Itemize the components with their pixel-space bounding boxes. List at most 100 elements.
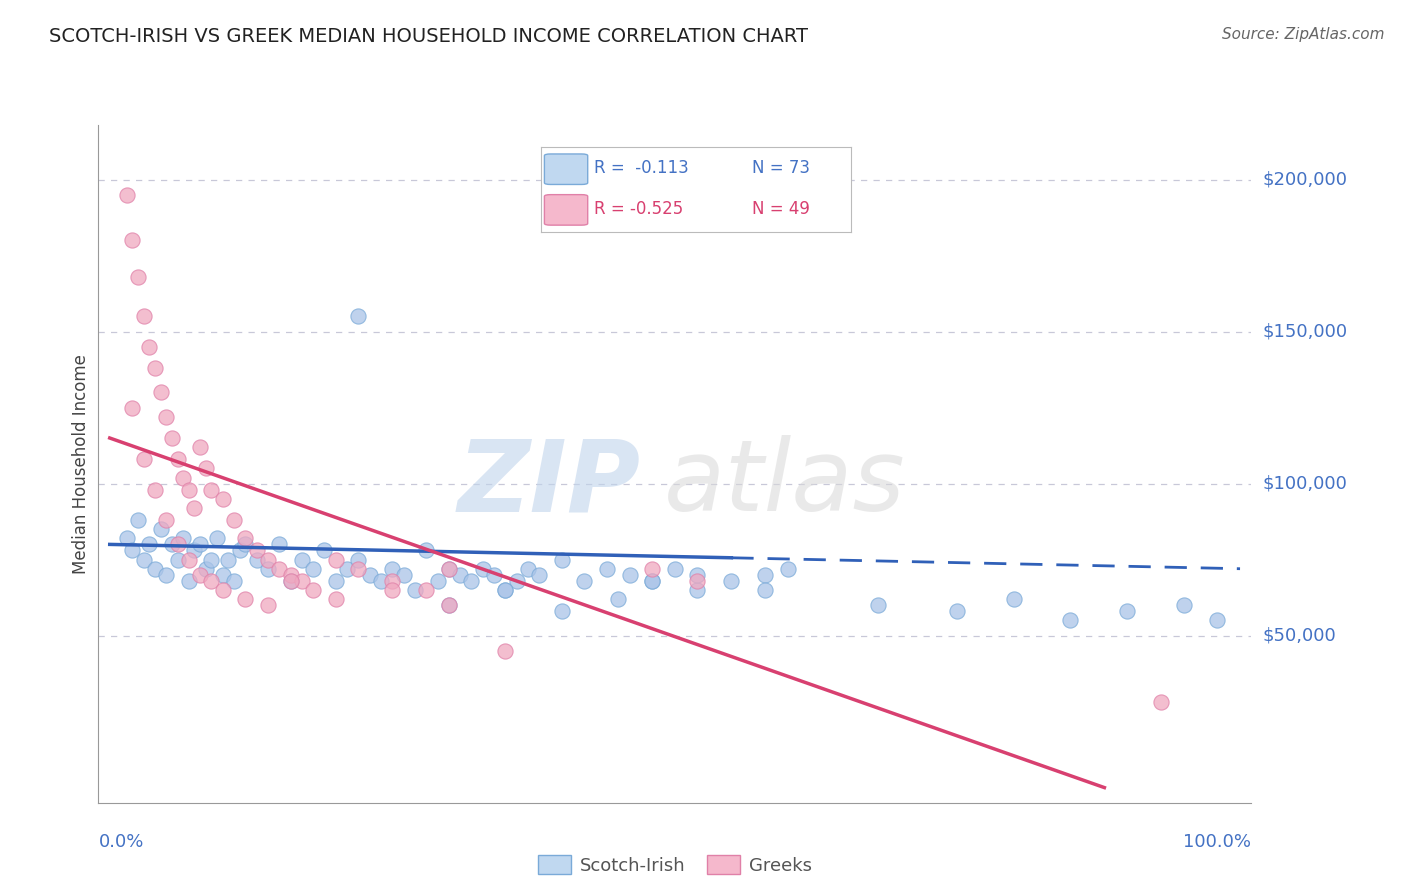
Point: [946, 604, 969, 618]
Point: [200, 552, 222, 566]
Point: [314, 543, 336, 558]
Text: ZIP: ZIP: [458, 435, 641, 533]
Point: [217, 552, 239, 566]
Point: [336, 562, 359, 576]
Point: [1206, 614, 1229, 628]
Point: [257, 598, 280, 612]
Point: [347, 310, 370, 324]
Point: [188, 440, 211, 454]
Point: [720, 574, 742, 588]
Point: [381, 574, 404, 588]
Point: [280, 574, 302, 588]
Point: [1116, 604, 1139, 618]
Point: [166, 537, 188, 551]
Point: [143, 562, 166, 576]
Point: [228, 543, 250, 558]
Point: [280, 567, 302, 582]
Point: [381, 582, 404, 597]
Point: [437, 562, 460, 576]
Point: [183, 543, 205, 558]
Point: [551, 552, 574, 566]
Point: [177, 574, 200, 588]
Point: [359, 567, 381, 582]
Point: [347, 562, 370, 576]
Point: [172, 531, 194, 545]
Point: [471, 562, 494, 576]
Point: [132, 552, 155, 566]
Point: [235, 537, 257, 551]
Point: [494, 582, 516, 597]
Point: [516, 562, 538, 576]
Point: [754, 567, 776, 582]
Point: [132, 452, 155, 467]
Text: N = 49: N = 49: [752, 200, 810, 218]
Point: [211, 582, 233, 597]
FancyBboxPatch shape: [544, 194, 588, 225]
Point: [138, 340, 160, 354]
Point: [127, 513, 149, 527]
Point: [194, 461, 217, 475]
Point: [1059, 614, 1081, 628]
Point: [269, 562, 291, 576]
Point: [211, 491, 233, 506]
Point: [302, 562, 325, 576]
Point: [449, 567, 471, 582]
Point: [235, 592, 257, 607]
Point: [121, 401, 143, 415]
Point: [529, 567, 551, 582]
Point: [115, 531, 138, 545]
Point: [437, 598, 460, 612]
Point: [551, 604, 574, 618]
Point: [505, 574, 527, 588]
Point: [246, 543, 269, 558]
Text: N = 73: N = 73: [752, 160, 810, 178]
Point: [347, 552, 370, 566]
Point: [664, 562, 686, 576]
Point: [302, 582, 325, 597]
Point: [325, 592, 347, 607]
Point: [291, 552, 314, 566]
Point: [115, 187, 138, 202]
Point: [291, 574, 314, 588]
Point: [188, 537, 211, 551]
FancyBboxPatch shape: [544, 154, 588, 185]
Point: [776, 562, 799, 576]
Point: [426, 574, 449, 588]
Point: [1173, 598, 1195, 612]
Point: [155, 567, 177, 582]
Point: [246, 552, 269, 566]
Point: [482, 567, 505, 582]
Text: $100,000: $100,000: [1263, 475, 1347, 492]
Point: [160, 537, 183, 551]
Point: [194, 562, 217, 576]
Point: [641, 574, 664, 588]
Point: [619, 567, 641, 582]
Point: [404, 582, 426, 597]
Point: [177, 483, 200, 497]
Point: [686, 574, 709, 588]
Point: [155, 513, 177, 527]
Text: Source: ZipAtlas.com: Source: ZipAtlas.com: [1222, 27, 1385, 42]
Point: [121, 543, 143, 558]
Point: [370, 574, 392, 588]
Point: [177, 552, 200, 566]
Text: R =  -0.113: R = -0.113: [593, 160, 689, 178]
Point: [686, 582, 709, 597]
Point: [143, 483, 166, 497]
Point: [437, 598, 460, 612]
Point: [280, 574, 302, 588]
Point: [257, 552, 280, 566]
Point: [415, 582, 437, 597]
Point: [205, 531, 228, 545]
Point: [160, 431, 183, 445]
Text: $200,000: $200,000: [1263, 170, 1347, 188]
Point: [392, 567, 415, 582]
Text: SCOTCH-IRISH VS GREEK MEDIAN HOUSEHOLD INCOME CORRELATION CHART: SCOTCH-IRISH VS GREEK MEDIAN HOUSEHOLD I…: [49, 27, 808, 45]
Point: [754, 582, 776, 597]
Point: [596, 562, 619, 576]
Point: [641, 562, 664, 576]
Legend: Scotch-Irish, Greeks: Scotch-Irish, Greeks: [531, 848, 818, 882]
Point: [437, 562, 460, 576]
Point: [269, 537, 291, 551]
Text: 100.0%: 100.0%: [1184, 833, 1251, 851]
